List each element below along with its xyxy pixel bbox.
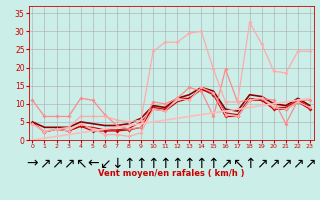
X-axis label: Vent moyen/en rafales ( km/h ): Vent moyen/en rafales ( km/h )	[98, 169, 244, 178]
